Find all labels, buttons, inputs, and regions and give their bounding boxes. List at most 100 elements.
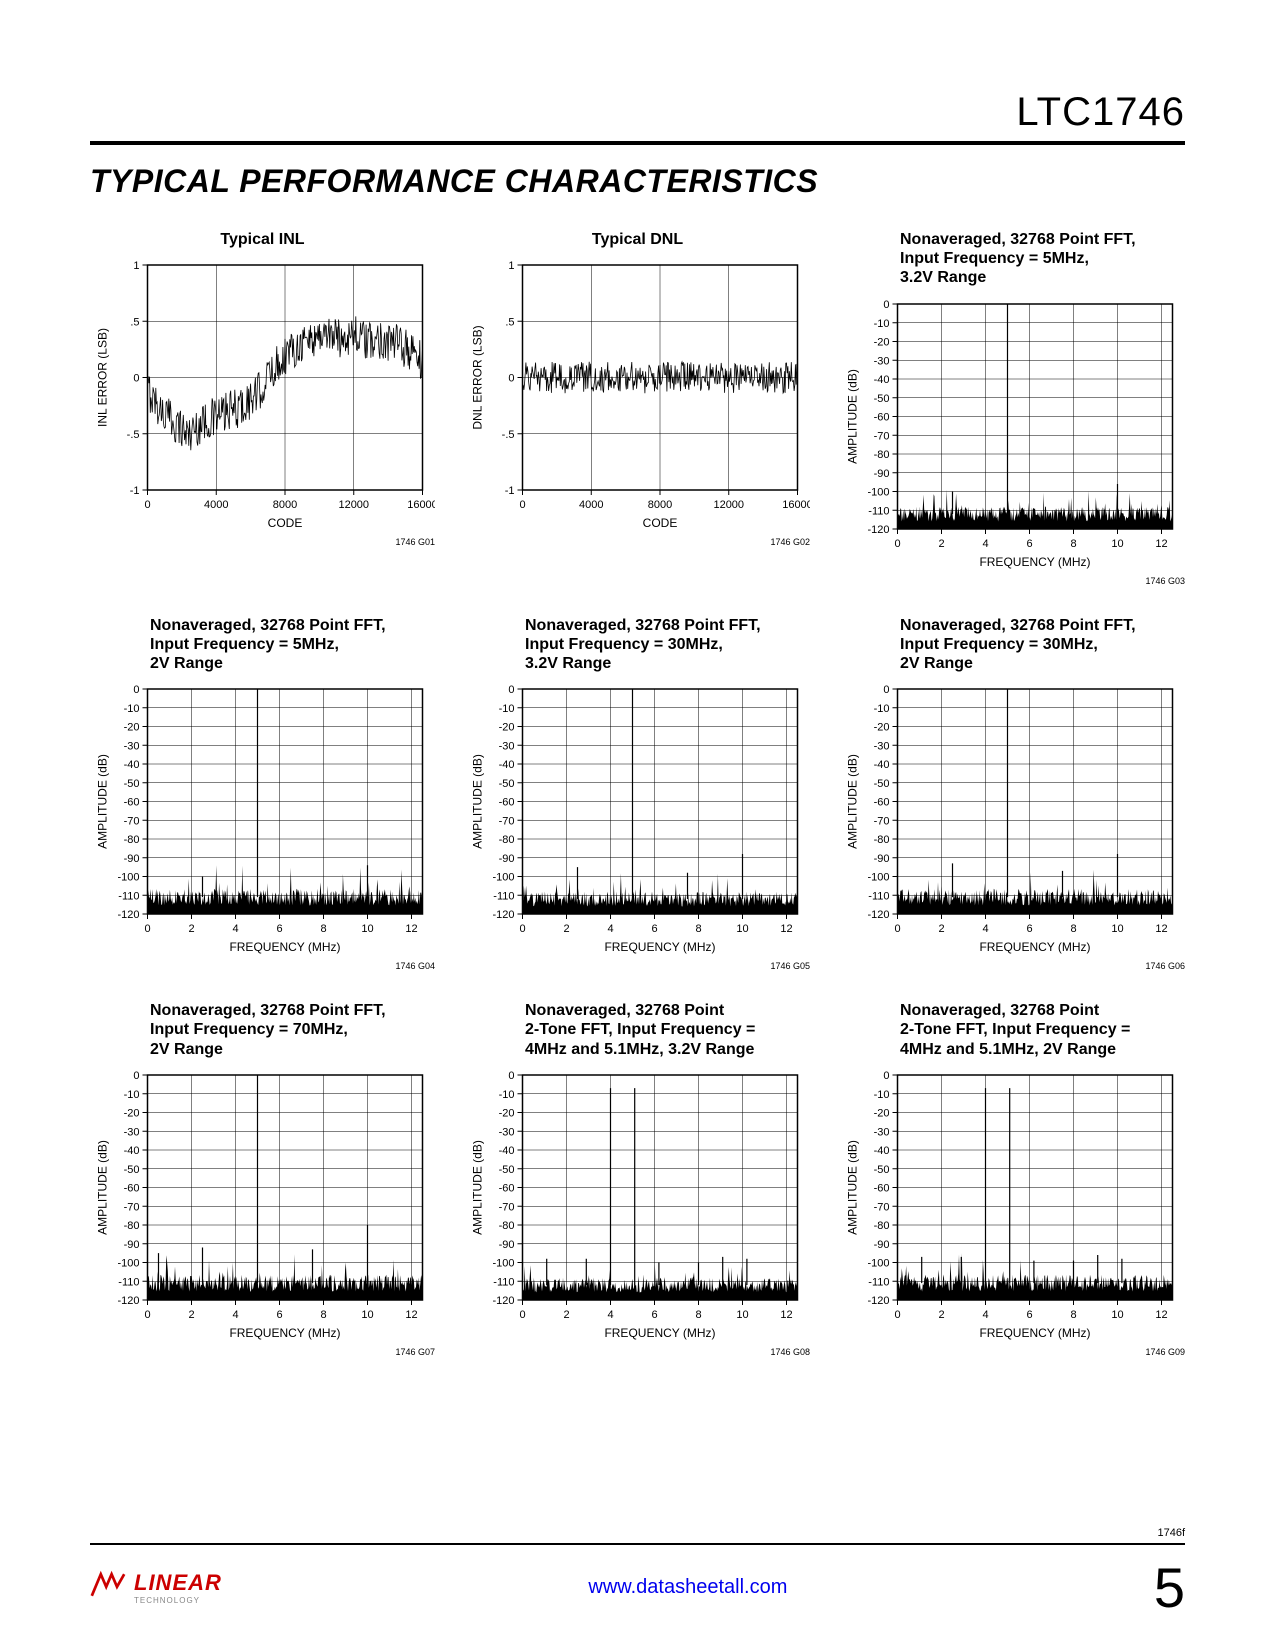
svg-text:0: 0 xyxy=(133,1070,139,1082)
svg-text:AMPLITUDE (dB): AMPLITUDE (dB) xyxy=(846,1140,860,1235)
svg-text:-50: -50 xyxy=(874,1163,890,1175)
svg-text:-110: -110 xyxy=(868,505,889,517)
chart-title: Typical DNL xyxy=(465,230,810,249)
svg-text:0: 0 xyxy=(883,299,889,311)
svg-text:-70: -70 xyxy=(499,815,515,827)
svg-text:-40: -40 xyxy=(874,759,890,771)
svg-text:-10: -10 xyxy=(874,703,890,715)
chart-title: Nonaveraged, 32768 Point FFT, Input Freq… xyxy=(465,616,810,674)
svg-text:-20: -20 xyxy=(124,722,140,734)
svg-text:12000: 12000 xyxy=(713,499,744,511)
header-rule xyxy=(90,141,1185,145)
svg-text:-10: -10 xyxy=(499,703,515,715)
svg-text:-30: -30 xyxy=(499,1126,515,1138)
svg-text:-30: -30 xyxy=(874,740,890,752)
svg-text:AMPLITUDE (dB): AMPLITUDE (dB) xyxy=(471,754,485,849)
svg-text:8000: 8000 xyxy=(273,499,297,511)
svg-text:1: 1 xyxy=(133,260,139,272)
svg-text:-100: -100 xyxy=(867,486,889,498)
svg-text:-.5: -.5 xyxy=(502,429,515,441)
svg-text:-20: -20 xyxy=(874,722,890,734)
chart-plot: 024681012-120-110-100-90-80-70-60-50-40-… xyxy=(90,679,435,959)
svg-text:AMPLITUDE (dB): AMPLITUDE (dB) xyxy=(471,1140,485,1235)
figure-code: 1746 G08 xyxy=(465,1347,810,1357)
svg-text:4: 4 xyxy=(607,1309,613,1321)
svg-text:FREQUENCY (MHz): FREQUENCY (MHz) xyxy=(604,1326,715,1340)
svg-text:6: 6 xyxy=(276,1309,282,1321)
footer-url[interactable]: www.datasheetall.com xyxy=(588,1576,787,1599)
svg-text:-120: -120 xyxy=(117,1295,139,1307)
svg-text:4: 4 xyxy=(232,923,238,935)
chart-plot: 024681012-120-110-100-90-80-70-60-50-40-… xyxy=(840,679,1185,959)
svg-text:-120: -120 xyxy=(117,909,139,921)
svg-text:12: 12 xyxy=(1155,538,1167,550)
svg-text:-110: -110 xyxy=(118,1276,139,1288)
section-title: TYPICAL PERFORMANCE CHARACTERISTICS xyxy=(90,163,1185,200)
svg-text:-70: -70 xyxy=(874,815,890,827)
page-footer: 1746f LINEAR TECHNOLOGY www.datasheetall… xyxy=(90,1527,1185,1620)
logo-subtext: TECHNOLOGY xyxy=(134,1596,222,1605)
chart-fft-5mhz-3.2v: Nonaveraged, 32768 Point FFT, Input Freq… xyxy=(840,230,1185,586)
svg-text:-80: -80 xyxy=(499,834,515,846)
svg-text:10: 10 xyxy=(361,1309,373,1321)
chart-plot: 0400080001200016000-1-.50.51CODEINL ERRO… xyxy=(90,255,435,535)
svg-text:0: 0 xyxy=(144,923,150,935)
figure-code: 1746 G03 xyxy=(840,576,1185,586)
svg-text:-50: -50 xyxy=(874,392,890,404)
footer-rule xyxy=(90,1543,1185,1545)
svg-text:-60: -60 xyxy=(124,1182,140,1194)
svg-text:10: 10 xyxy=(736,923,748,935)
chart-plot: 024681012-120-110-100-90-80-70-60-50-40-… xyxy=(840,294,1185,574)
chart-dnl: Typical DNL0400080001200016000-1-.50.51C… xyxy=(465,230,810,586)
svg-text:INL ERROR (LSB): INL ERROR (LSB) xyxy=(96,328,110,427)
chart-plot: 0400080001200016000-1-.50.51CODEDNL ERRO… xyxy=(465,255,810,535)
svg-text:-110: -110 xyxy=(493,1276,514,1288)
chart-plot: 024681012-120-110-100-90-80-70-60-50-40-… xyxy=(465,679,810,959)
svg-text:12: 12 xyxy=(1155,1309,1167,1321)
svg-text:-110: -110 xyxy=(868,1276,889,1288)
svg-text:-70: -70 xyxy=(124,815,140,827)
svg-text:-40: -40 xyxy=(499,759,515,771)
svg-text:-110: -110 xyxy=(868,890,889,902)
svg-text:AMPLITUDE (dB): AMPLITUDE (dB) xyxy=(846,369,860,464)
svg-text:-120: -120 xyxy=(867,524,889,536)
svg-text:-.5: -.5 xyxy=(127,429,140,441)
svg-text:2: 2 xyxy=(938,923,944,935)
svg-text:2: 2 xyxy=(563,1309,569,1321)
svg-text:-120: -120 xyxy=(867,909,889,921)
svg-text:10: 10 xyxy=(736,1309,748,1321)
svg-text:0: 0 xyxy=(508,373,514,385)
svg-text:6: 6 xyxy=(1026,538,1032,550)
svg-text:-20: -20 xyxy=(874,1107,890,1119)
svg-text:12: 12 xyxy=(405,923,417,935)
svg-text:-100: -100 xyxy=(867,872,889,884)
svg-text:AMPLITUDE (dB): AMPLITUDE (dB) xyxy=(846,754,860,849)
svg-text:-100: -100 xyxy=(492,872,514,884)
svg-text:12000: 12000 xyxy=(338,499,369,511)
svg-text:16000: 16000 xyxy=(407,499,435,511)
chart-fft-5mhz-2v: Nonaveraged, 32768 Point FFT, Input Freq… xyxy=(90,616,435,972)
svg-text:-80: -80 xyxy=(124,834,140,846)
svg-text:-120: -120 xyxy=(492,1295,514,1307)
svg-text:4: 4 xyxy=(982,538,988,550)
svg-text:-20: -20 xyxy=(499,1107,515,1119)
svg-text:4: 4 xyxy=(232,1309,238,1321)
svg-text:-30: -30 xyxy=(874,1126,890,1138)
svg-text:-100: -100 xyxy=(492,1257,514,1269)
svg-text:CODE: CODE xyxy=(268,516,303,530)
svg-text:FREQUENCY (MHz): FREQUENCY (MHz) xyxy=(979,940,1090,954)
svg-text:0: 0 xyxy=(519,499,525,511)
svg-text:-90: -90 xyxy=(874,467,890,479)
chart-title: Nonaveraged, 32768 Point 2-Tone FFT, Inp… xyxy=(465,1001,810,1059)
svg-text:12: 12 xyxy=(1155,923,1167,935)
svg-text:-60: -60 xyxy=(874,797,890,809)
svg-text:2: 2 xyxy=(188,923,194,935)
part-number: LTC1746 xyxy=(90,90,1185,135)
svg-text:-10: -10 xyxy=(499,1088,515,1100)
svg-text:6: 6 xyxy=(651,1309,657,1321)
page-number: 5 xyxy=(1154,1555,1185,1620)
svg-text:0: 0 xyxy=(508,684,514,696)
svg-text:2: 2 xyxy=(563,923,569,935)
svg-text:16000: 16000 xyxy=(782,499,810,511)
svg-text:8: 8 xyxy=(320,923,326,935)
